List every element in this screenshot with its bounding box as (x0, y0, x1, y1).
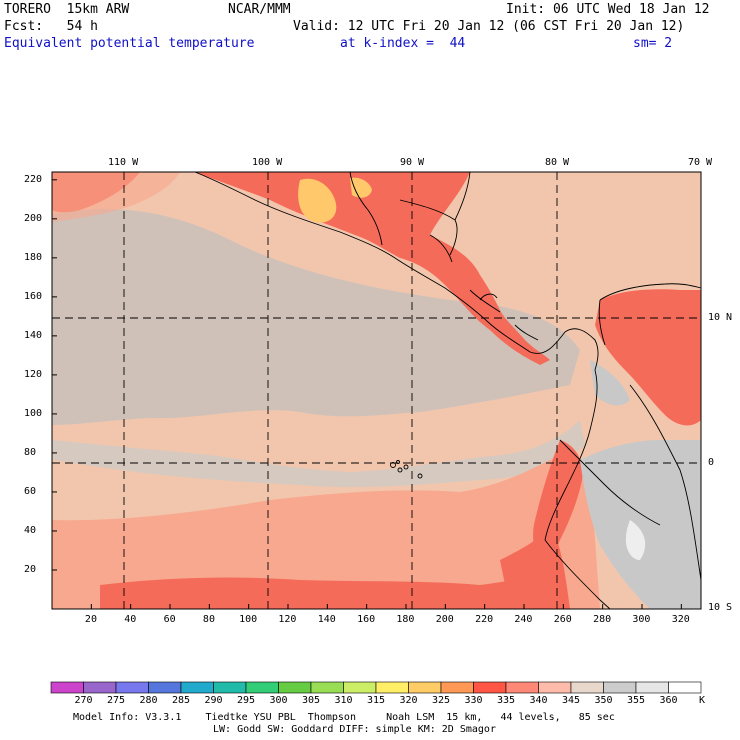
colorbar-swatch (343, 681, 377, 694)
x-tick-label: 40 (124, 614, 137, 625)
colorbar-swatch (278, 681, 312, 694)
colorbar-unit: K (699, 695, 706, 706)
colorbar-label: 355 (627, 695, 646, 706)
colorbar-swatch (115, 681, 149, 694)
y-tick-label: 140 (24, 329, 43, 341)
x-tick-label: 220 (475, 614, 494, 625)
lon-label-100w: 100 W (252, 157, 283, 168)
theta-e-field (52, 172, 701, 609)
x-tick-label: 320 (671, 614, 690, 625)
x-tick-label: 20 (84, 614, 97, 625)
map-frame (51, 171, 702, 610)
colorbar-label: 325 (432, 695, 451, 706)
colorbar-label: 315 (367, 695, 386, 706)
lat-label-10n: 10 N (708, 312, 733, 323)
axis-ticks (52, 179, 682, 609)
smoothing-info: sm= 2 (633, 36, 673, 51)
x-tick-label: 300 (632, 614, 651, 625)
organization: NCAR/MMM (228, 2, 291, 17)
colorbar-label: 360 (659, 695, 678, 706)
colorbar-swatch (50, 681, 84, 694)
x-tick-label: 120 (278, 614, 297, 625)
galapagos-islands (390, 460, 423, 479)
y-tick-label: 200 (24, 212, 43, 224)
x-tick-label: 260 (553, 614, 572, 625)
lon-label-90w: 90 W (400, 157, 425, 168)
colorbar-swatch (668, 681, 702, 694)
y-tick-label: 220 (24, 173, 43, 185)
y-tick-label: 100 (24, 407, 43, 419)
colorbar-swatch (635, 681, 669, 694)
colorbar-swatch (148, 681, 182, 694)
level-info: at k-index = 44 (340, 36, 466, 51)
init-time: Init: 06 UTC Wed 18 Jan 12 (506, 2, 710, 17)
colorbar-label: 305 (302, 695, 321, 706)
x-tick-label: 80 (202, 614, 215, 625)
colorbar-swatch (245, 681, 279, 694)
colorbar-label: 295 (237, 695, 256, 706)
x-tick-label: 140 (317, 614, 336, 625)
x-tick-label: 60 (163, 614, 176, 625)
colorbar-label: 345 (562, 695, 581, 706)
colorbar-label: 270 (74, 695, 93, 706)
colorbar-label: 290 (204, 695, 223, 706)
forecast-hour: Fcst: 54 h (4, 19, 98, 34)
colorbar-label: 350 (594, 695, 613, 706)
colorbar-label: 320 (399, 695, 418, 706)
colorbar-swatch (570, 681, 604, 694)
y-tick-label: 160 (24, 290, 43, 302)
x-tick-label: 280 (593, 614, 612, 625)
lon-label-110w: 110 W (108, 157, 139, 168)
model-name: TORERO 15km ARW (4, 2, 130, 17)
colorbar-swatch (310, 681, 344, 694)
colorbar-label: 300 (269, 695, 288, 706)
colorbar-label: 280 (139, 695, 158, 706)
colorbar-label: 330 (464, 695, 483, 706)
colorbar-swatch (213, 681, 247, 694)
y-tick-label: 20 (24, 563, 37, 575)
colorbar-swatch (505, 681, 539, 694)
lon-label-80w: 80 W (545, 157, 570, 168)
colorbar-swatch (473, 681, 507, 694)
y-tick-label: 180 (24, 251, 43, 263)
colorbar-swatch (603, 681, 637, 694)
x-tick-label: 100 (239, 614, 258, 625)
y-tick-label: 60 (24, 485, 37, 497)
lat-label-0: 0 (708, 457, 715, 468)
y-tick-label: 40 (24, 524, 37, 536)
colorbar-label: 285 (172, 695, 191, 706)
colorbar-swatch (83, 681, 117, 694)
colorbar-label: 275 (107, 695, 126, 706)
model-info: Model Info: V3.3.1 Tiedtke YSU PBL Thomp… (73, 712, 615, 723)
x-tick-label: 160 (357, 614, 376, 625)
colorbar-label: 340 (529, 695, 548, 706)
lat-label-10s: 10 S (708, 602, 733, 613)
colorbar-swatch (180, 681, 214, 694)
field-name: Equivalent potential temperature (4, 36, 255, 51)
physics-info: LW: Godd SW: Goddard DIFF: simple KM: 2D… (213, 724, 496, 735)
lon-label-70w: 70 W (688, 157, 713, 168)
colorbar-label: 335 (497, 695, 516, 706)
x-tick-label: 240 (514, 614, 533, 625)
colorbar-swatch (375, 681, 409, 694)
y-tick-label: 120 (24, 368, 43, 380)
colorbar-swatch (440, 681, 474, 694)
valid-time: Valid: 12 UTC Fri 20 Jan 12 (06 CST Fri … (293, 19, 685, 34)
x-tick-label: 180 (396, 614, 415, 625)
colorbar (50, 681, 702, 694)
y-tick-label: 80 (24, 446, 37, 458)
x-tick-label: 200 (435, 614, 454, 625)
graticule (52, 172, 701, 609)
coastlines (194, 171, 702, 610)
colorbar-label: 310 (334, 695, 353, 706)
colorbar-swatch (408, 681, 442, 694)
colorbar-swatch (538, 681, 572, 694)
